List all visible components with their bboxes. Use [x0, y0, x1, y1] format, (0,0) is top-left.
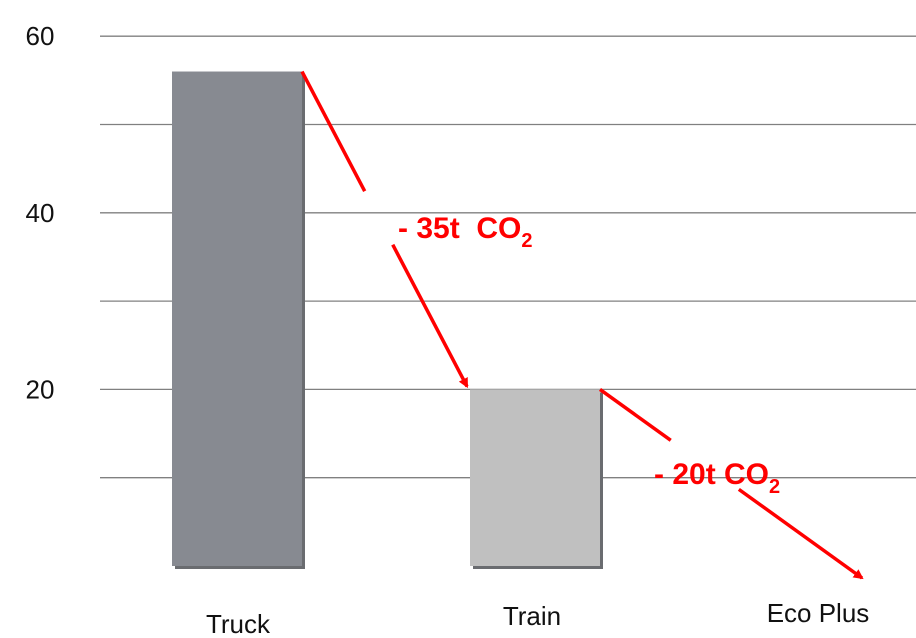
x-category-label: Train: [503, 601, 561, 631]
annotation-label: - 35t CO2: [398, 212, 532, 252]
annotation-label: - 20t CO2: [654, 458, 780, 498]
arrow-segment: [391, 243, 469, 389]
y-tick-label: 40: [26, 198, 55, 228]
arrow-segment: [598, 387, 672, 442]
y-tick-label: 60: [26, 21, 55, 51]
x-category-label: Truck: [206, 609, 271, 638]
annotations: - 35t CO2 - 20t CO2: [300, 70, 864, 580]
x-category-label: Eco Plus: [767, 598, 870, 628]
arrow-segment: [300, 70, 367, 192]
bar-truck: [172, 71, 302, 567]
x-axis-categories: Truck Train Eco Plus: [206, 598, 869, 638]
y-tick-label: 20: [26, 374, 55, 404]
bars: [172, 71, 603, 570]
y-axis-ticks: 20 40 60: [26, 21, 55, 404]
arrow-segment: [737, 487, 864, 580]
bar-train: [470, 389, 600, 566]
